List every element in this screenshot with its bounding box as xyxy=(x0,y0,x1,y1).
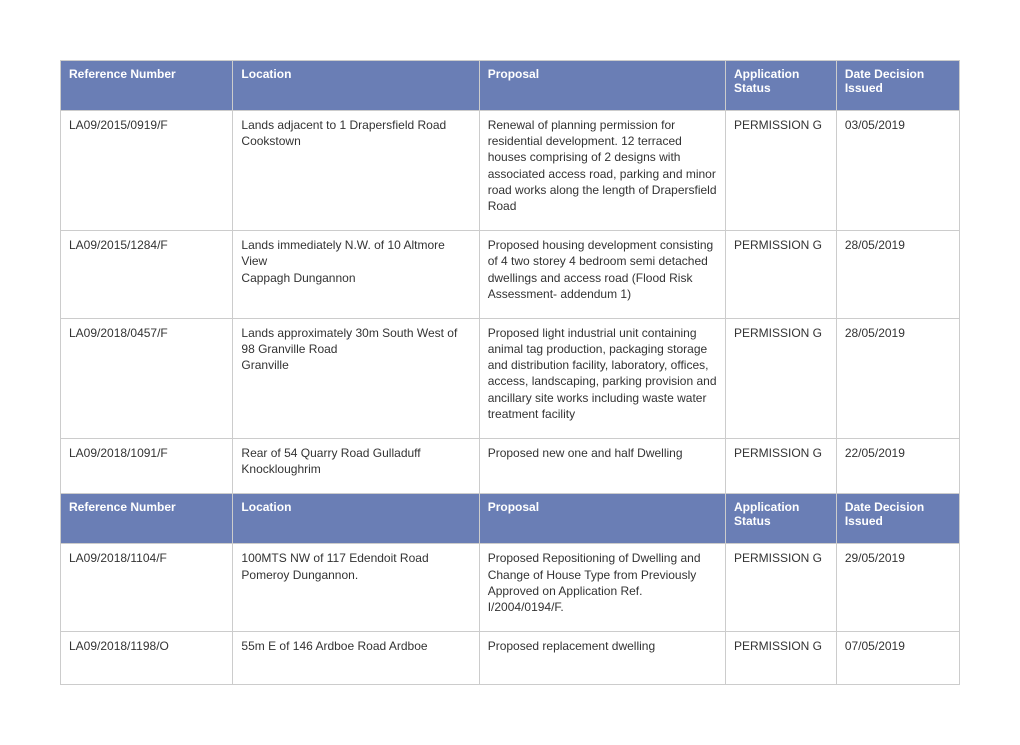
table-header-row-repeat: Reference Number Location Proposal Appli… xyxy=(61,494,960,544)
cell-location: Rear of 54 Quarry Road Gulladuff Knocklo… xyxy=(233,439,479,494)
col-header-reference: Reference Number xyxy=(61,494,233,544)
cell-reference: LA09/2018/1104/F xyxy=(61,544,233,632)
table-row: LA09/2018/1091/F Rear of 54 Quarry Road … xyxy=(61,439,960,494)
cell-proposal: Proposed housing development consisting … xyxy=(479,231,725,319)
table-row: LA09/2015/0919/F Lands adjacent to 1 Dra… xyxy=(61,111,960,231)
cell-reference: LA09/2018/1198/O xyxy=(61,632,233,685)
cell-date: 28/05/2019 xyxy=(836,231,959,319)
col-header-proposal: Proposal xyxy=(479,494,725,544)
cell-proposal: Proposed Repositioning of Dwelling and C… xyxy=(479,544,725,632)
col-header-reference: Reference Number xyxy=(61,61,233,111)
cell-location: 55m E of 146 Ardboe Road Ardboe xyxy=(233,632,479,685)
cell-proposal: Proposed new one and half Dwelling xyxy=(479,439,725,494)
col-header-date: Date Decision Issued xyxy=(836,494,959,544)
table-row: LA09/2015/1284/F Lands immediately N.W. … xyxy=(61,231,960,319)
col-header-status: Application Status xyxy=(726,61,837,111)
cell-location: Lands immediately N.W. of 10 Altmore Vie… xyxy=(233,231,479,319)
col-header-location: Location xyxy=(233,61,479,111)
planning-decisions-table: Reference Number Location Proposal Appli… xyxy=(60,60,960,685)
cell-reference: LA09/2015/1284/F xyxy=(61,231,233,319)
col-header-proposal: Proposal xyxy=(479,61,725,111)
table-row: LA09/2018/1198/O 55m E of 146 Ardboe Roa… xyxy=(61,632,960,685)
cell-status: PERMISSION G xyxy=(726,439,837,494)
cell-date: 07/05/2019 xyxy=(836,632,959,685)
cell-proposal: Renewal of planning permission for resid… xyxy=(479,111,725,231)
cell-date: 29/05/2019 xyxy=(836,544,959,632)
cell-date: 28/05/2019 xyxy=(836,318,959,438)
cell-status: PERMISSION G xyxy=(726,111,837,231)
cell-location: Lands approximately 30m South West of 98… xyxy=(233,318,479,438)
cell-proposal: Proposed replacement dwelling xyxy=(479,632,725,685)
table-row: LA09/2018/0457/F Lands approximately 30m… xyxy=(61,318,960,438)
col-header-date: Date Decision Issued xyxy=(836,61,959,111)
cell-date: 22/05/2019 xyxy=(836,439,959,494)
table-header-row: Reference Number Location Proposal Appli… xyxy=(61,61,960,111)
cell-reference: LA09/2018/0457/F xyxy=(61,318,233,438)
col-header-status: Application Status xyxy=(726,494,837,544)
cell-location: Lands adjacent to 1 Drapersfield Road Co… xyxy=(233,111,479,231)
cell-status: PERMISSION G xyxy=(726,231,837,319)
col-header-location: Location xyxy=(233,494,479,544)
cell-reference: LA09/2018/1091/F xyxy=(61,439,233,494)
cell-location: 100MTS NW of 117 Edendoit Road Pomeroy D… xyxy=(233,544,479,632)
cell-reference: LA09/2015/0919/F xyxy=(61,111,233,231)
cell-status: PERMISSION G xyxy=(726,318,837,438)
cell-status: PERMISSION G xyxy=(726,544,837,632)
cell-proposal: Proposed light industrial unit containin… xyxy=(479,318,725,438)
cell-status: PERMISSION G xyxy=(726,632,837,685)
cell-date: 03/05/2019 xyxy=(836,111,959,231)
table-row: LA09/2018/1104/F 100MTS NW of 117 Edendo… xyxy=(61,544,960,632)
